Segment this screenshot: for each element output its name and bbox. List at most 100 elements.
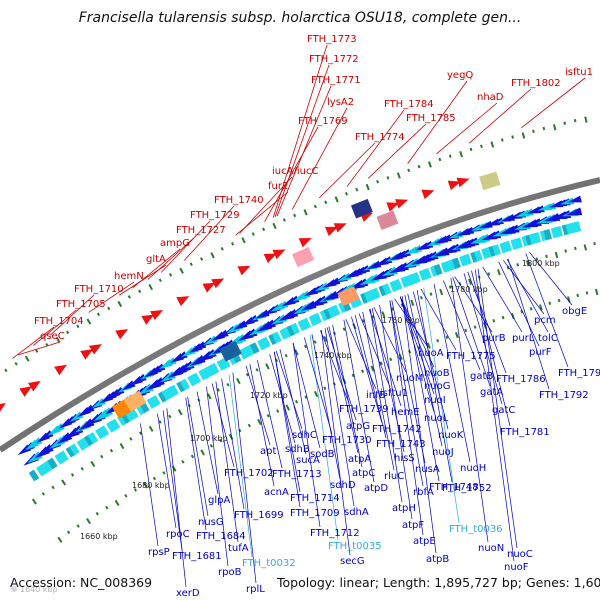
gene-feature[interactable] xyxy=(324,222,340,237)
gene-feature[interactable] xyxy=(443,243,461,257)
gene-feature[interactable] xyxy=(176,292,191,307)
gene-label[interactable]: FTH_1792 xyxy=(539,390,589,401)
gene-label[interactable]: FTH_1773 xyxy=(307,34,357,45)
gene-feature[interactable] xyxy=(187,374,198,387)
gene-feature[interactable] xyxy=(286,324,297,337)
gene-feature[interactable] xyxy=(273,300,289,313)
gene-label[interactable]: FTH_1729 xyxy=(190,210,240,221)
gene-feature[interactable] xyxy=(54,360,69,376)
gene-feature[interactable] xyxy=(336,272,352,285)
gene-feature[interactable] xyxy=(240,328,258,342)
gene-label[interactable]: infB xyxy=(366,390,386,401)
gene-block[interactable] xyxy=(123,390,147,412)
gene-feature[interactable] xyxy=(27,437,43,450)
gene-feature[interactable] xyxy=(220,357,231,369)
gene-label[interactable]: yegQ xyxy=(447,70,473,81)
gene-feature[interactable] xyxy=(202,335,218,349)
gene-feature[interactable] xyxy=(269,314,288,328)
gene-label[interactable]: iucA/iucC xyxy=(272,166,318,177)
gene-feature[interactable] xyxy=(43,460,54,472)
gene-label[interactable]: pcm xyxy=(534,315,556,326)
gene-feature[interactable] xyxy=(263,249,279,264)
gene-label[interactable]: sdhC xyxy=(292,430,317,441)
gene-feature[interactable] xyxy=(295,290,311,303)
gene-feature[interactable] xyxy=(473,250,483,262)
gene-feature[interactable] xyxy=(87,432,99,444)
gene-feature[interactable] xyxy=(391,262,409,275)
gene-label[interactable]: acnA xyxy=(264,487,289,498)
gene-label[interactable]: sdhB xyxy=(285,444,310,455)
gene-feature[interactable] xyxy=(308,314,319,327)
gene-feature[interactable] xyxy=(120,380,136,393)
gene-label[interactable]: FTH_1740 xyxy=(214,195,264,206)
gene-feature[interactable] xyxy=(395,249,411,261)
gene-feature[interactable] xyxy=(68,411,84,424)
gene-label[interactable]: nusG xyxy=(198,517,224,528)
gene-label[interactable]: FTH_t0036 xyxy=(449,524,503,535)
gene-feature[interactable] xyxy=(393,279,403,291)
gene-label[interactable]: FTH_1769 xyxy=(298,116,348,127)
gene-feature[interactable] xyxy=(65,445,77,458)
gene-feature[interactable] xyxy=(402,258,421,271)
gene-label[interactable]: atpA xyxy=(348,454,371,465)
gene-label[interactable]: sdhD xyxy=(330,480,356,491)
gene-feature[interactable] xyxy=(243,314,259,327)
gene-label[interactable]: nuoL xyxy=(424,413,449,424)
gene-feature[interactable] xyxy=(518,208,534,220)
gene-feature[interactable] xyxy=(146,397,157,409)
gene-feature[interactable] xyxy=(456,174,471,188)
gene-feature[interactable] xyxy=(279,328,289,340)
gene-feature[interactable] xyxy=(380,266,398,280)
gene-label[interactable]: FTH_1771 xyxy=(311,75,361,86)
gene-feature[interactable] xyxy=(141,310,156,325)
gene-feature[interactable] xyxy=(436,234,452,245)
gene-label[interactable]: isftu1 xyxy=(565,67,593,78)
gene-label[interactable]: nuoC xyxy=(507,549,533,560)
gene-feature[interactable] xyxy=(198,368,209,381)
gene-feature[interactable] xyxy=(58,450,69,463)
gene-feature[interactable] xyxy=(543,213,561,225)
gene-block[interactable] xyxy=(350,198,373,219)
gene-feature[interactable] xyxy=(232,320,248,333)
gene-feature[interactable] xyxy=(280,309,299,323)
gene-label[interactable]: gatB xyxy=(470,371,493,382)
gene-feature[interactable] xyxy=(459,226,475,238)
gene-label[interactable]: FTH_1710 xyxy=(74,284,124,295)
gene-feature[interactable] xyxy=(213,329,229,343)
gene-feature[interactable] xyxy=(484,230,502,242)
gene-label[interactable]: FTH_1713 xyxy=(272,469,322,480)
gene-label[interactable]: xerD xyxy=(176,588,200,599)
gene-label[interactable]: rpoC xyxy=(166,529,190,540)
gene-feature[interactable] xyxy=(36,464,47,477)
gene-label[interactable]: atpD xyxy=(364,483,388,494)
gene-feature[interactable] xyxy=(54,452,66,465)
gene-feature[interactable] xyxy=(202,366,212,379)
gene-label[interactable]: sodB xyxy=(310,449,335,460)
gene-label[interactable]: hemE xyxy=(391,407,420,418)
gene-feature[interactable] xyxy=(298,233,314,248)
gene-feature[interactable] xyxy=(386,198,401,212)
gene-block[interactable] xyxy=(337,286,360,307)
gene-feature[interactable] xyxy=(451,257,461,269)
gene-label[interactable]: atpC xyxy=(352,468,375,479)
gene-label[interactable]: FTH_1786 xyxy=(496,374,546,385)
gene-feature[interactable] xyxy=(150,395,161,407)
gene-label[interactable]: nuoK xyxy=(438,430,464,441)
gene-feature[interactable] xyxy=(432,247,450,260)
gene-label[interactable]: nuoI xyxy=(424,395,446,406)
gene-feature[interactable] xyxy=(237,261,252,276)
gene-label[interactable]: lysA2 xyxy=(327,97,354,108)
gene-feature[interactable] xyxy=(354,265,371,277)
gene-label[interactable]: sdhA xyxy=(344,507,369,518)
gene-label[interactable]: rbfA xyxy=(413,487,434,498)
gene-label[interactable]: FTH_1772 xyxy=(309,54,359,65)
gene-label[interactable]: FTH_1743 xyxy=(376,439,426,450)
gene-label[interactable]: tolC xyxy=(538,333,558,344)
gene-feature[interactable] xyxy=(312,312,322,325)
gene-feature[interactable] xyxy=(559,197,575,207)
gene-label[interactable]: sucA xyxy=(296,455,320,466)
gene-label[interactable]: FTH_1774 xyxy=(355,132,405,143)
gene-label[interactable]: atpG xyxy=(346,421,370,432)
gene-feature[interactable] xyxy=(257,338,267,351)
gene-label[interactable]: nuoA xyxy=(418,348,444,359)
